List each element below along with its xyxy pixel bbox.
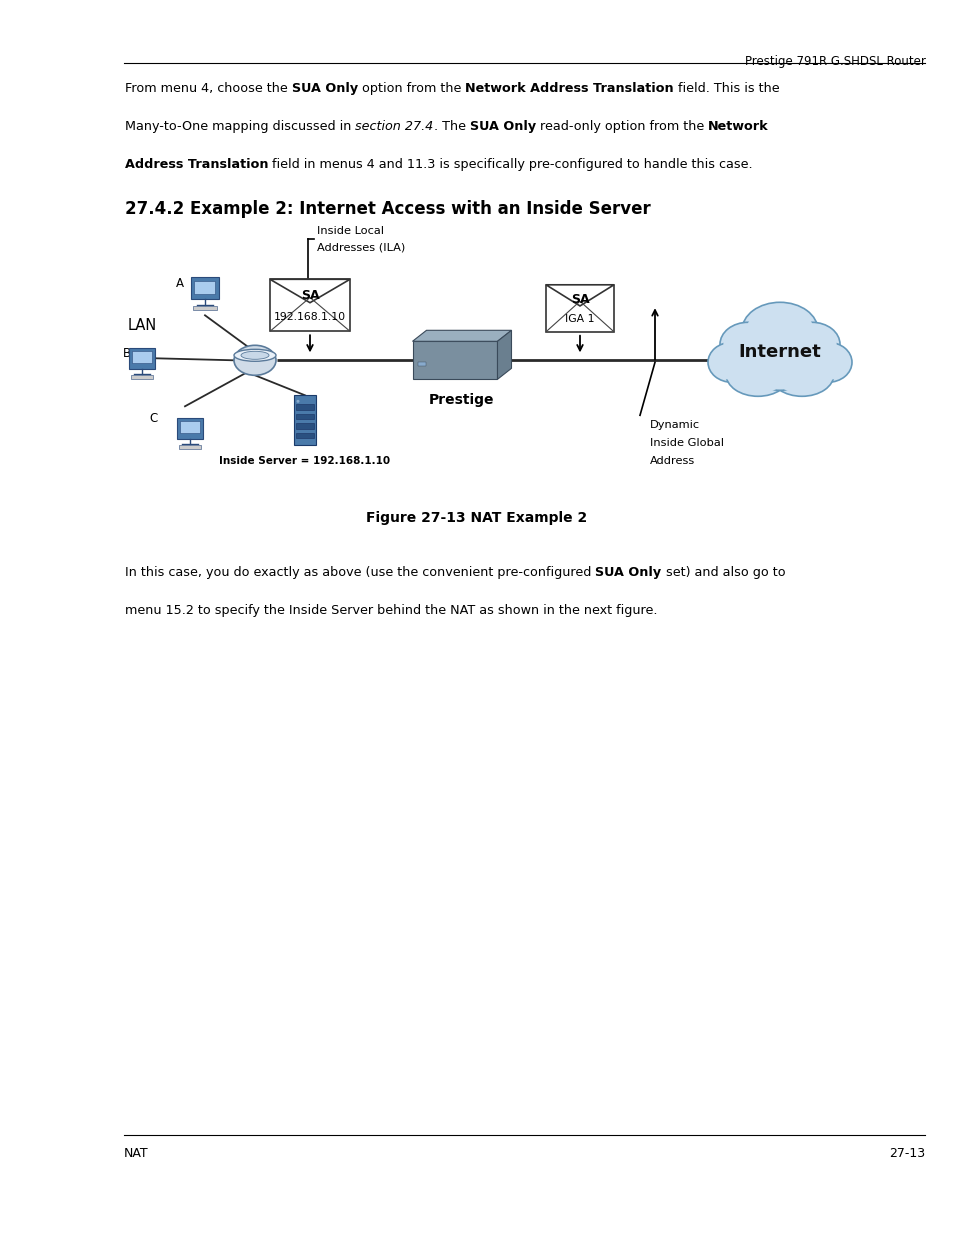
FancyBboxPatch shape <box>295 424 314 429</box>
Text: SUA Only: SUA Only <box>292 82 357 95</box>
FancyBboxPatch shape <box>270 279 350 331</box>
Text: In this case, you do exactly as above (use the convenient pre-configured: In this case, you do exactly as above (u… <box>125 566 595 579</box>
Ellipse shape <box>233 346 275 375</box>
Text: C: C <box>149 411 157 425</box>
Ellipse shape <box>710 345 752 380</box>
Polygon shape <box>545 285 614 306</box>
Text: field. This is the: field. This is the <box>673 82 779 95</box>
Text: A: A <box>175 277 184 290</box>
Ellipse shape <box>749 351 809 390</box>
Text: Many-to-One mapping discussed in: Many-to-One mapping discussed in <box>125 120 355 133</box>
Ellipse shape <box>753 353 805 388</box>
Text: Inside Server = 192.168.1.10: Inside Server = 192.168.1.10 <box>219 456 390 467</box>
FancyBboxPatch shape <box>295 414 314 420</box>
FancyBboxPatch shape <box>295 432 314 438</box>
Text: field in menus 4 and 11.3 is specifically pre-configured to handle this case.: field in menus 4 and 11.3 is specificall… <box>268 158 752 170</box>
Text: IGA 1: IGA 1 <box>565 314 594 324</box>
Ellipse shape <box>786 325 836 363</box>
Text: . The: . The <box>434 120 469 133</box>
FancyBboxPatch shape <box>545 285 614 332</box>
Text: From menu 4, choose the: From menu 4, choose the <box>125 82 292 95</box>
Text: Prestige: Prestige <box>429 393 495 408</box>
Text: Internet: Internet <box>738 343 821 362</box>
Ellipse shape <box>720 322 775 367</box>
FancyBboxPatch shape <box>180 421 200 433</box>
Ellipse shape <box>769 352 833 396</box>
Text: Network: Network <box>707 120 768 133</box>
FancyBboxPatch shape <box>412 341 497 379</box>
Text: NAT: NAT <box>124 1147 149 1160</box>
Text: read-only option from the: read-only option from the <box>536 120 707 133</box>
Text: option from the: option from the <box>357 82 465 95</box>
FancyBboxPatch shape <box>132 351 152 363</box>
Text: Addresses (ILA): Addresses (ILA) <box>316 243 405 253</box>
Circle shape <box>296 400 299 403</box>
Polygon shape <box>270 279 350 303</box>
Text: SA: SA <box>570 294 589 306</box>
FancyBboxPatch shape <box>294 395 315 446</box>
Ellipse shape <box>746 305 813 354</box>
Text: set) and also go to: set) and also go to <box>660 566 784 579</box>
FancyBboxPatch shape <box>178 445 201 450</box>
Text: B: B <box>123 347 131 359</box>
Text: LAN: LAN <box>128 317 157 332</box>
Ellipse shape <box>741 303 817 358</box>
Ellipse shape <box>707 342 755 383</box>
Ellipse shape <box>773 354 829 394</box>
FancyBboxPatch shape <box>194 280 215 294</box>
Text: 27-13: 27-13 <box>888 1147 924 1160</box>
Ellipse shape <box>725 352 789 396</box>
Text: Inside Global: Inside Global <box>649 438 723 448</box>
Ellipse shape <box>783 322 840 367</box>
Text: SUA Only: SUA Only <box>469 120 536 133</box>
Text: Prestige 791R G.SHDSL Router: Prestige 791R G.SHDSL Router <box>743 56 924 68</box>
FancyBboxPatch shape <box>176 417 203 438</box>
Text: SUA Only: SUA Only <box>595 566 660 579</box>
Polygon shape <box>412 330 511 341</box>
Text: Inside Local: Inside Local <box>316 226 384 236</box>
Text: Address: Address <box>649 456 695 467</box>
Ellipse shape <box>803 342 851 383</box>
FancyBboxPatch shape <box>417 362 425 366</box>
Polygon shape <box>497 330 511 379</box>
Text: Network Address Translation: Network Address Translation <box>465 82 673 95</box>
Ellipse shape <box>233 350 275 362</box>
Text: 27.4.2 Example 2: Internet Access with an Inside Server: 27.4.2 Example 2: Internet Access with a… <box>125 200 650 217</box>
Ellipse shape <box>241 351 269 359</box>
Text: Figure 27-13 NAT Example 2: Figure 27-13 NAT Example 2 <box>366 511 587 525</box>
FancyBboxPatch shape <box>131 375 153 379</box>
Text: section 27.4: section 27.4 <box>355 120 434 133</box>
Text: Address Translation: Address Translation <box>125 158 268 170</box>
FancyBboxPatch shape <box>129 348 155 369</box>
Text: SA: SA <box>300 289 319 303</box>
Ellipse shape <box>729 354 785 394</box>
Text: 192.168.1.10: 192.168.1.10 <box>274 311 346 322</box>
Text: menu 15.2 to specify the Inside Server behind the NAT as shown in the next figur: menu 15.2 to specify the Inside Server b… <box>125 604 657 616</box>
Ellipse shape <box>806 345 848 380</box>
FancyBboxPatch shape <box>191 278 219 299</box>
Text: Dynamic: Dynamic <box>649 420 700 430</box>
Ellipse shape <box>722 325 772 363</box>
FancyBboxPatch shape <box>193 306 216 310</box>
FancyBboxPatch shape <box>295 404 314 410</box>
